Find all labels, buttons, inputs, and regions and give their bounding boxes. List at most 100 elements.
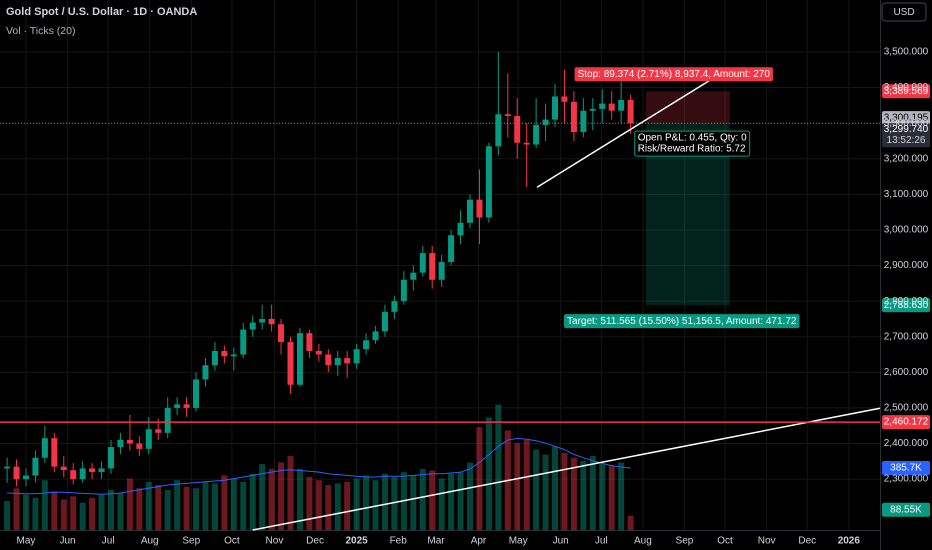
y-tick-label: 2,600.000 bbox=[884, 367, 929, 378]
last-price-box bbox=[882, 123, 930, 148]
candle-body bbox=[608, 103, 615, 111]
target-price-label: 2,788.630 bbox=[884, 300, 929, 311]
volume-bar bbox=[98, 494, 105, 530]
volume-bar bbox=[344, 481, 351, 530]
y-tick-label: 3,000.000 bbox=[884, 225, 929, 236]
volume-bar bbox=[13, 488, 20, 530]
y-tick-label: 2,800.000 bbox=[884, 296, 929, 307]
volume-bar bbox=[457, 472, 464, 530]
volume-bar bbox=[514, 443, 521, 530]
rr-label: Risk/Reward Ratio: 5.72 bbox=[638, 144, 746, 155]
candle-body bbox=[4, 466, 11, 469]
candle-body bbox=[32, 457, 39, 476]
volume-bar bbox=[618, 462, 625, 530]
candle-body bbox=[51, 438, 58, 467]
stop-price-label-box bbox=[882, 84, 930, 99]
volume-bar bbox=[325, 485, 332, 530]
x-tick-label: Dec bbox=[306, 536, 324, 547]
volume-bar bbox=[60, 499, 67, 530]
volume-bar bbox=[438, 478, 445, 530]
hline-price-label-box bbox=[882, 415, 930, 430]
y-tick-label: 2,900.000 bbox=[884, 260, 929, 271]
candle-body bbox=[476, 199, 483, 218]
volume-bar bbox=[136, 488, 143, 530]
candle-body bbox=[438, 261, 445, 280]
candle-body bbox=[448, 235, 455, 262]
volume-bar bbox=[391, 476, 398, 530]
volume-bar bbox=[202, 481, 209, 530]
candle-body bbox=[211, 350, 218, 366]
x-tick-label: Mar bbox=[427, 536, 445, 547]
volume-ma-line bbox=[7, 437, 631, 495]
volume-bar bbox=[221, 475, 228, 530]
x-tick-label: Jul bbox=[102, 536, 115, 547]
target-price-label-box bbox=[882, 298, 930, 313]
volume-bar bbox=[183, 486, 190, 530]
volume-bar bbox=[599, 464, 606, 530]
volume-label: 88.55K bbox=[890, 504, 922, 515]
volume-bar bbox=[627, 515, 634, 530]
volume-bar bbox=[419, 468, 426, 530]
trend-line bbox=[536, 67, 731, 188]
candle-body bbox=[315, 350, 322, 355]
candle-body bbox=[561, 96, 568, 102]
x-tick-label: Jul bbox=[595, 536, 608, 547]
x-tick-label: Nov bbox=[266, 536, 284, 547]
stop-zone bbox=[645, 91, 730, 124]
overlay: Stop: 89.374 (2.71%) 8,937.4, Amount: 27… bbox=[564, 67, 930, 517]
volume-bar bbox=[287, 456, 294, 530]
target-label-box bbox=[564, 314, 800, 329]
candle-body bbox=[193, 379, 200, 408]
volume-bar bbox=[126, 478, 133, 530]
volume-bar bbox=[108, 489, 115, 530]
symbol-title: Gold Spot / U.S. Dollar · 1D · OANDA bbox=[6, 6, 197, 18]
candle-body bbox=[174, 404, 181, 408]
y-tick-label: 2,400.000 bbox=[884, 438, 929, 449]
candle-body bbox=[542, 119, 549, 125]
candle-body bbox=[259, 318, 266, 323]
candle-body bbox=[126, 439, 133, 444]
candle-body bbox=[552, 96, 559, 120]
x-tick-label: Apr bbox=[471, 536, 487, 547]
x-tick-label: Jun bbox=[59, 536, 75, 547]
candle-body bbox=[268, 318, 275, 325]
candle-body bbox=[136, 443, 143, 449]
volume-bar bbox=[4, 501, 11, 530]
x-tick-label: Oct bbox=[717, 536, 733, 547]
volume-bar bbox=[429, 470, 436, 530]
volume-ma-label-box bbox=[882, 461, 930, 476]
volume-bar bbox=[278, 462, 285, 530]
candle-body bbox=[485, 146, 492, 218]
volume-bar bbox=[259, 464, 266, 530]
volume-bar bbox=[211, 483, 218, 530]
volume-bar bbox=[523, 440, 530, 530]
candle-body bbox=[533, 124, 540, 145]
last-price-label: 3,299.740 bbox=[884, 124, 929, 135]
volume-bar bbox=[306, 476, 313, 530]
candle-body bbox=[240, 329, 247, 355]
y-tick-label: 3,400.000 bbox=[884, 82, 929, 93]
volume-label-box bbox=[882, 502, 930, 517]
indicator-label: Vol · Ticks (20) bbox=[6, 25, 75, 37]
candle-body bbox=[287, 342, 294, 385]
x-tick-label: Aug bbox=[141, 536, 159, 547]
x-tick-label: Oct bbox=[224, 536, 240, 547]
candle-body bbox=[580, 110, 587, 133]
volume-bar bbox=[41, 480, 48, 530]
volume-bar bbox=[296, 468, 303, 530]
x-tick-label: Sep bbox=[676, 536, 694, 547]
candle-body bbox=[523, 142, 530, 145]
candle-body bbox=[306, 333, 313, 351]
volume-bar bbox=[51, 491, 58, 530]
x-tick-label: Nov bbox=[758, 536, 776, 547]
volume-bar bbox=[542, 454, 549, 530]
candle-body bbox=[589, 108, 596, 111]
volume-bar bbox=[249, 473, 256, 530]
candle-body bbox=[41, 438, 48, 458]
y-tick-label: 2,700.000 bbox=[884, 331, 929, 342]
candle-body bbox=[117, 439, 124, 448]
candle-body bbox=[13, 466, 20, 480]
y-tick-label: 2,300.000 bbox=[884, 474, 929, 485]
